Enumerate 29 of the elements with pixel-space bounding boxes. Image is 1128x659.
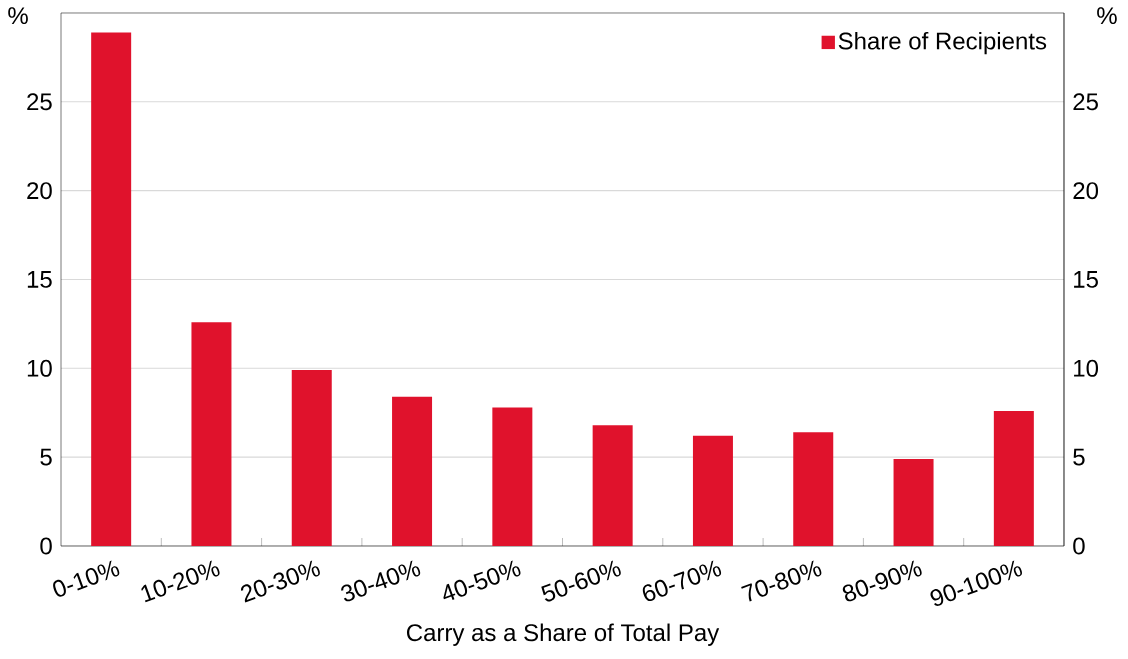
y-tick-label: 5 [40,448,52,466]
x-tick-label: 40-50% [443,560,521,601]
y-tick-label: 25 [27,93,52,111]
x-tick-label: 0-10% [53,560,120,597]
y2-tick-label: 20 [1073,182,1099,200]
bar [392,396,433,546]
bar [191,322,232,546]
y-tick-label: 15 [27,271,52,288]
bar [993,410,1034,546]
y2-tick-label: 15 [1074,271,1098,288]
bar [291,370,332,546]
y2-tick-label: 0 [1073,537,1085,555]
y2-tick-label: 10 [1074,359,1099,377]
bar [492,407,533,546]
y2-tick-label: 25 [1073,93,1098,111]
y-tick-label: 20 [27,182,52,200]
bar [793,432,834,546]
y-axis-title: % [8,7,28,25]
y2-axis-title: % [1097,7,1117,25]
y-tick-label: 0 [40,537,52,555]
bar [592,425,633,546]
bar [692,435,733,546]
bar [91,32,132,546]
y2-tick-label: 5 [1073,448,1085,466]
y-tick-label: 10 [27,359,52,377]
x-axis-title: Carry as a Share of Total Pay [406,623,720,646]
x-tick-label: 60-70% [642,560,722,602]
legend-label: Share of Recipients [838,31,1047,55]
bar [893,458,934,546]
